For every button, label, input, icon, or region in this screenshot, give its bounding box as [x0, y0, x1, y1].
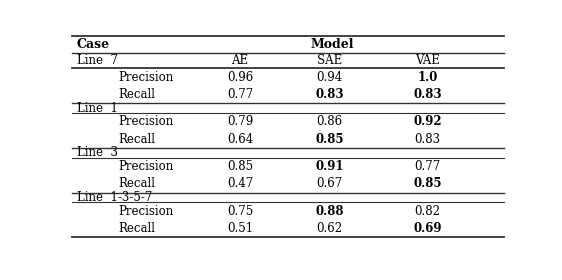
Text: 0.88: 0.88: [315, 205, 343, 218]
Text: Precision: Precision: [118, 205, 174, 218]
Text: 0.83: 0.83: [315, 88, 344, 101]
Text: 0.64: 0.64: [227, 133, 253, 146]
Text: Precision: Precision: [118, 160, 174, 173]
Text: 0.82: 0.82: [414, 205, 441, 218]
Text: 0.91: 0.91: [315, 160, 343, 173]
Text: Recall: Recall: [118, 133, 155, 146]
Text: Line  3: Line 3: [77, 146, 118, 159]
Text: 0.92: 0.92: [413, 115, 442, 128]
Text: 0.94: 0.94: [316, 71, 342, 83]
Text: 0.79: 0.79: [227, 115, 253, 128]
Text: Line  7: Line 7: [77, 54, 118, 67]
Text: Recall: Recall: [118, 178, 155, 190]
Text: 0.75: 0.75: [227, 205, 253, 218]
Text: Precision: Precision: [118, 71, 174, 83]
Text: 0.85: 0.85: [227, 160, 253, 173]
Text: Line  1: Line 1: [77, 102, 117, 115]
Text: 0.67: 0.67: [316, 178, 342, 190]
Text: 0.69: 0.69: [413, 222, 442, 235]
Text: 0.85: 0.85: [413, 178, 442, 190]
Text: 0.51: 0.51: [227, 222, 253, 235]
Text: Line  1-3-5-7: Line 1-3-5-7: [77, 191, 152, 204]
Text: 0.96: 0.96: [227, 71, 253, 83]
Text: 0.83: 0.83: [413, 88, 442, 101]
Text: 1.0: 1.0: [417, 71, 438, 83]
Text: Recall: Recall: [118, 88, 155, 101]
Text: 0.85: 0.85: [315, 133, 343, 146]
Text: 0.62: 0.62: [316, 222, 342, 235]
Text: 0.86: 0.86: [316, 115, 342, 128]
Text: Precision: Precision: [118, 115, 174, 128]
Text: SAE: SAE: [317, 54, 342, 67]
Text: AE: AE: [232, 54, 248, 67]
Text: 0.47: 0.47: [227, 178, 253, 190]
Text: VAE: VAE: [415, 54, 440, 67]
Text: 0.77: 0.77: [414, 160, 441, 173]
Text: Case: Case: [77, 38, 110, 51]
Text: Model: Model: [311, 38, 354, 51]
Text: 0.77: 0.77: [227, 88, 253, 101]
Text: 0.83: 0.83: [414, 133, 441, 146]
Text: Recall: Recall: [118, 222, 155, 235]
